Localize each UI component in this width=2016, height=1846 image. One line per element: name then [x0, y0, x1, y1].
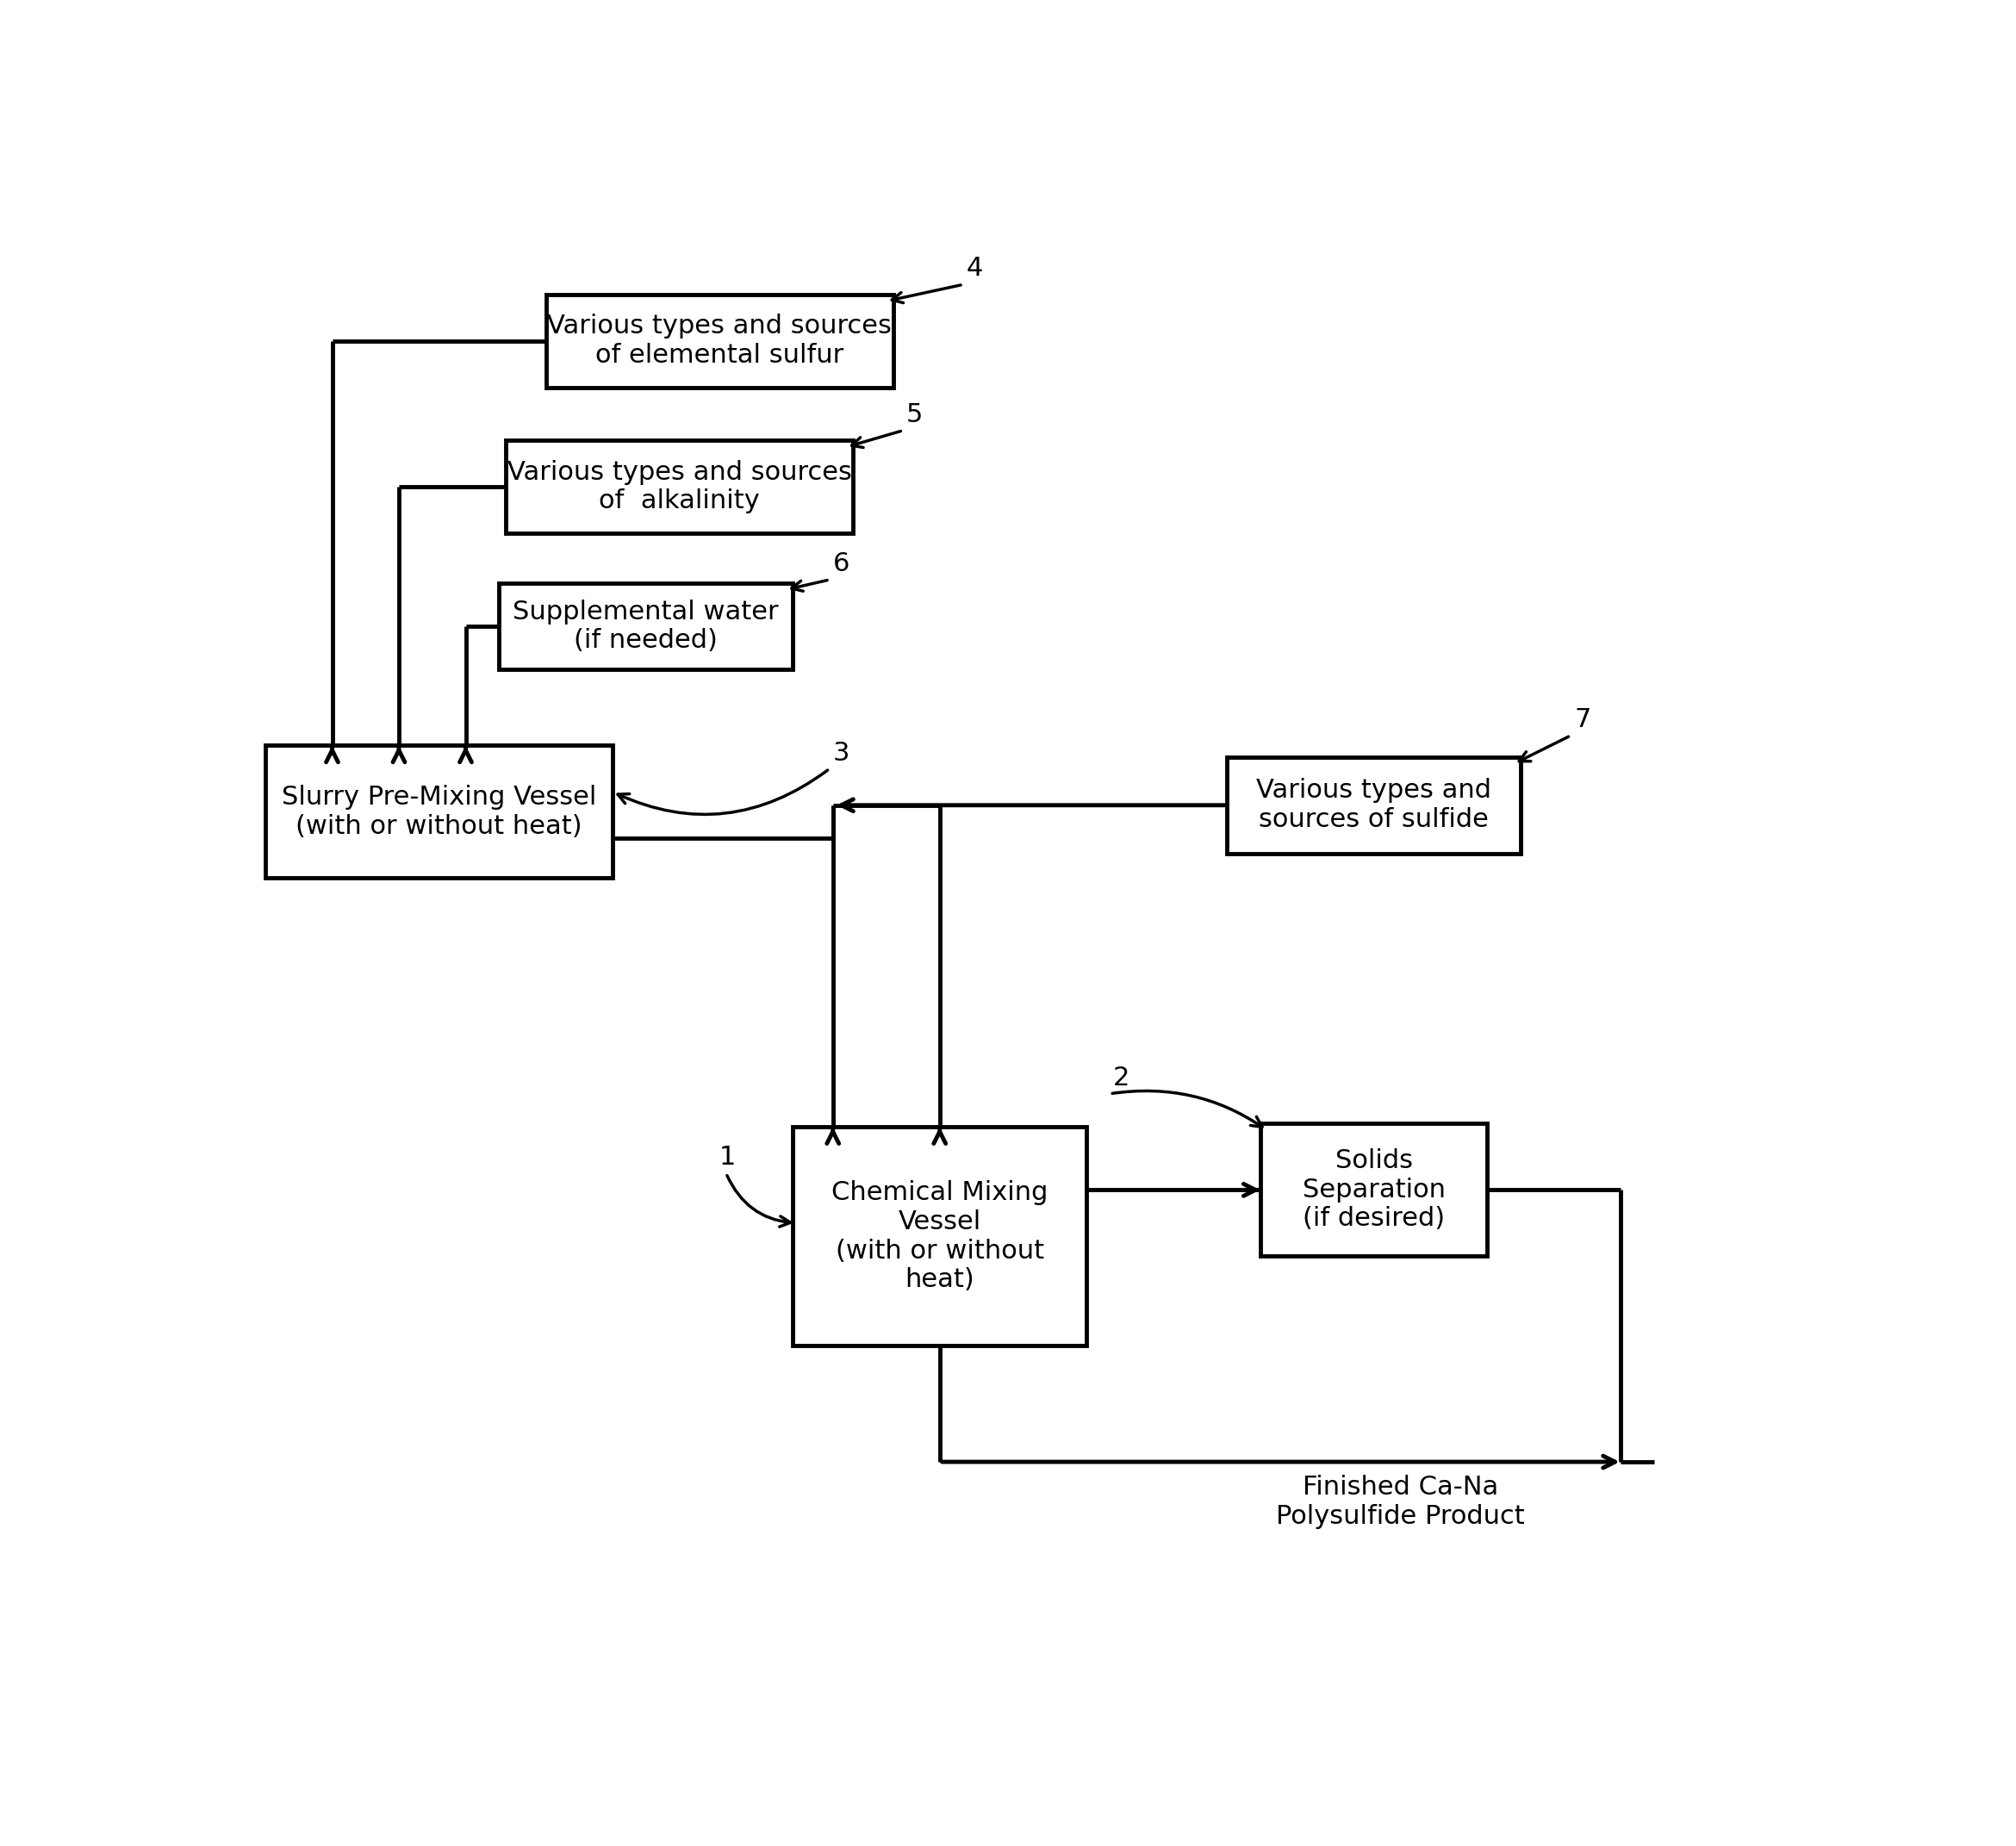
- Text: 7: 7: [1574, 707, 1591, 733]
- Text: 6: 6: [833, 552, 849, 576]
- Bar: [546, 295, 893, 388]
- Text: Various types and
sources of sulfide: Various types and sources of sulfide: [1256, 779, 1492, 833]
- Text: 1: 1: [720, 1145, 736, 1170]
- Bar: [792, 1126, 1087, 1346]
- Bar: [500, 583, 792, 670]
- Text: Chemical Mixing
Vessel
(with or without
heat): Chemical Mixing Vessel (with or without …: [831, 1180, 1048, 1292]
- Text: 2: 2: [1113, 1065, 1131, 1091]
- Text: Slurry Pre-Mixing Vessel
(with or without heat): Slurry Pre-Mixing Vessel (with or withou…: [282, 785, 597, 838]
- Text: Various types and sources
of elemental sulfur: Various types and sources of elemental s…: [546, 314, 891, 367]
- Bar: [1260, 1124, 1488, 1257]
- Text: Finished Ca-Na
Polysulfide Product: Finished Ca-Na Polysulfide Product: [1276, 1475, 1524, 1528]
- Text: Various types and sources
of  alkalinity: Various types and sources of alkalinity: [508, 460, 851, 513]
- Text: 3: 3: [833, 740, 849, 766]
- Text: 4: 4: [966, 257, 984, 281]
- Text: Supplemental water
(if needed): Supplemental water (if needed): [512, 600, 778, 653]
- Bar: [266, 746, 613, 879]
- Text: 5: 5: [907, 402, 923, 426]
- Text: Solids
Separation
(if desired): Solids Separation (if desired): [1302, 1148, 1445, 1231]
- Bar: [506, 441, 853, 533]
- Bar: [1228, 757, 1520, 853]
